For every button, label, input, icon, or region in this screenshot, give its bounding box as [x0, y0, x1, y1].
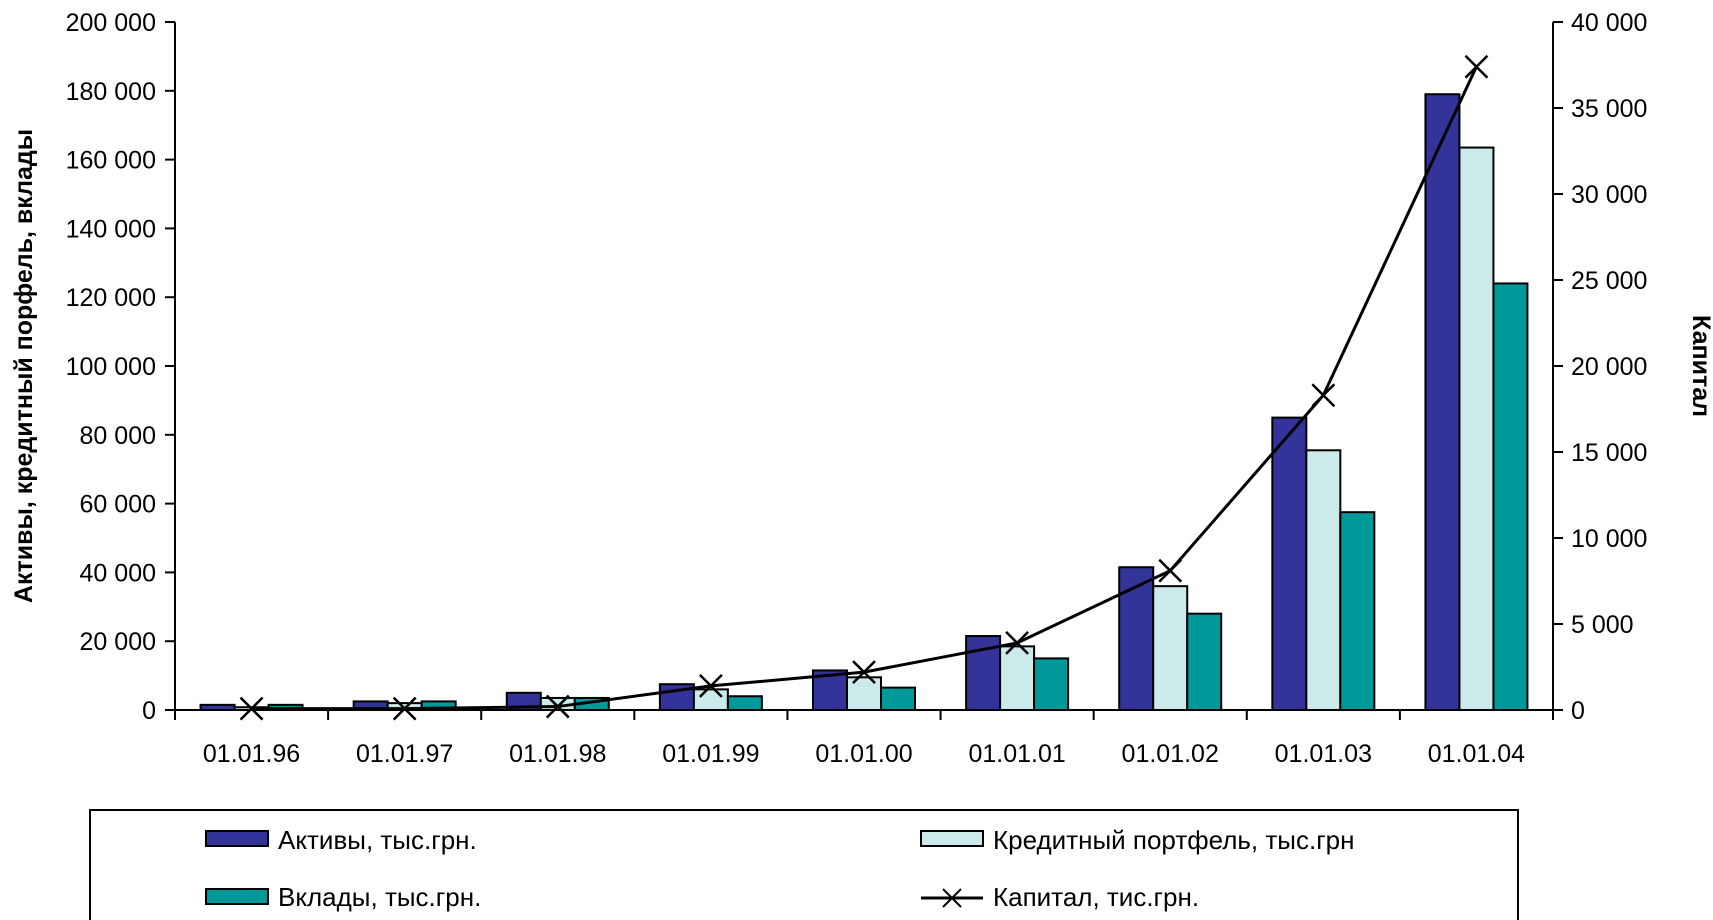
- bar-assets: [1424, 93, 1461, 712]
- legend-box: [89, 809, 1519, 920]
- y-axis-title: Активы, кредитный порфель, вклады: [10, 129, 38, 603]
- bar-loans: [846, 676, 882, 712]
- bar-loans: [1458, 146, 1495, 711]
- capital-point-marker: [1158, 558, 1183, 583]
- capital-point-marker: [699, 674, 723, 698]
- bars: [199, 93, 1529, 712]
- capital-point-marker: [392, 696, 417, 721]
- left-axis-ticks: 0 20 000 40 000 60 000 80 000 100 000 120 000 1…: [66, 9, 175, 725]
- legend-marker-capital: [942, 888, 962, 908]
- y-tick-label: 120 000: [66, 284, 156, 312]
- x-axis-ticks: 01.01.96 01.01.97 01.01.98 01.01.99 01.01.00…: [174, 710, 1554, 768]
- y-tick-label: 160 000: [66, 147, 156, 175]
- y2-tick-label: 40 000: [1571, 9, 1647, 37]
- capital-point-marker: [1311, 383, 1336, 408]
- y-tick-label: 140 000: [66, 215, 156, 243]
- x-tick-label: 01.01.97: [356, 740, 453, 768]
- bar-assets: [1271, 416, 1308, 711]
- y2-tick-label: 25 000: [1571, 267, 1647, 295]
- legend-swatch-loans: [920, 830, 984, 847]
- bar-deposits: [880, 686, 916, 712]
- y2-tick-label: 10 000: [1571, 525, 1647, 553]
- y-tick-label: 0: [142, 697, 156, 725]
- y2-tick-label: 30 000: [1571, 181, 1647, 209]
- bar-deposits: [1033, 657, 1070, 712]
- x-tick-label: 01.01.98: [509, 740, 606, 768]
- legend-label-deposits: Вклады, тыс.грн.: [278, 882, 481, 912]
- capital-point-marker: [852, 660, 876, 685]
- x-tick-label: 01.01.02: [1122, 740, 1219, 768]
- x-tick-label: 01.01.99: [662, 740, 759, 768]
- legend-label-capital: Капитал, тис.грн.: [993, 882, 1199, 912]
- y2-tick-label: 5 000: [1571, 611, 1634, 639]
- y2-tick-label: 15 000: [1571, 439, 1647, 467]
- bar-loans: [1305, 449, 1342, 711]
- bar-loans: [999, 645, 1036, 711]
- capital-point-marker: [1464, 54, 1489, 79]
- bar-loans: [1152, 585, 1189, 711]
- right-axis-ticks: 0 5 000 10 000 15 000 20 000 25 000 30 000 35 0…: [1553, 9, 1647, 725]
- capital-point-marker: [1005, 631, 1029, 655]
- y2-axis-title: Капитал: [1687, 315, 1713, 417]
- bar-deposits: [1492, 282, 1529, 711]
- x-tick-label: 01.01.01: [968, 740, 1065, 768]
- legend-swatch-assets: [205, 830, 269, 847]
- bar-loans: [692, 688, 729, 711]
- legend: Активы, тыс.грн. Кредитный портфель, тыс…: [89, 809, 1519, 920]
- capital-point-marker: [545, 694, 570, 719]
- y-tick-label: 100 000: [66, 353, 156, 381]
- bar-deposits: [1186, 612, 1223, 711]
- y2-tick-label: 0: [1571, 697, 1585, 725]
- y-tick-label: 80 000: [80, 422, 156, 450]
- y2-tick-label: 35 000: [1571, 95, 1647, 123]
- bar-deposits: [726, 695, 763, 711]
- x-tick-label: 01.01.00: [815, 740, 912, 768]
- y-tick-label: 180 000: [66, 78, 156, 106]
- x-tick-label: 01.01.03: [1275, 740, 1372, 768]
- bar-deposits: [1339, 511, 1376, 712]
- capital-line-group: [239, 54, 1489, 721]
- y-tick-label: 40 000: [80, 559, 156, 587]
- legend-swatch-deposits: [205, 888, 269, 905]
- y-tick-label: 200 000: [66, 9, 156, 37]
- x-tick-label: 01.01.96: [203, 740, 300, 768]
- bar-assets: [1118, 566, 1155, 711]
- y-tick-label: 60 000: [80, 491, 156, 519]
- y2-tick-label: 20 000: [1571, 353, 1647, 381]
- capital-point-marker: [239, 696, 264, 721]
- y-tick-label: 20 000: [80, 628, 156, 656]
- legend-label-assets: Активы, тыс.грн.: [278, 825, 477, 855]
- x-tick-label: 01.01.04: [1428, 740, 1525, 768]
- legend-label-loans: Кредитный портфель, тыс.грн: [993, 825, 1355, 855]
